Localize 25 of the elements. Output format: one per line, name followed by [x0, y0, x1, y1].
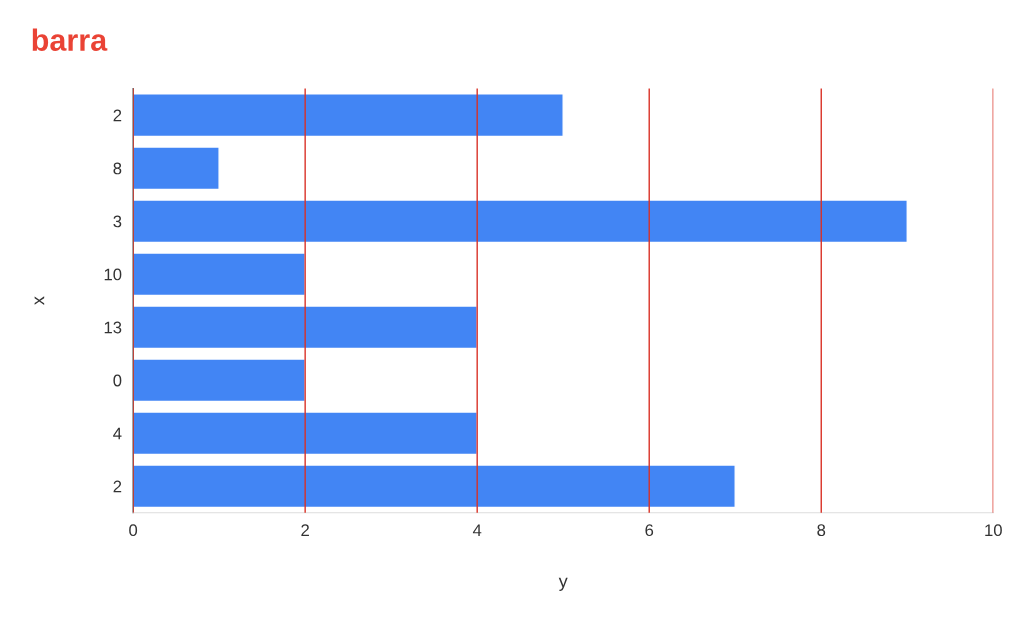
- bar: [133, 146, 220, 191]
- y-tick-label: 4: [113, 427, 122, 440]
- x-tick-label: 6: [645, 524, 654, 537]
- y-tick-label: 3: [113, 215, 122, 228]
- y-tick-label: 8: [113, 162, 122, 175]
- y-tick-label: 2: [113, 480, 122, 493]
- x-tick-label: 4: [472, 524, 482, 536]
- bar: [133, 199, 908, 244]
- bar: [133, 305, 478, 350]
- y-tick-label: 10: [104, 268, 122, 281]
- bar: [133, 358, 306, 403]
- y-tick-label: 2: [113, 109, 122, 122]
- y-tick-label: 0: [113, 374, 122, 387]
- x-tick-label: 0: [129, 524, 138, 537]
- x-tick-label: 8: [817, 524, 826, 537]
- y-tick-label: 13: [104, 321, 122, 334]
- y-axis-title: x: [34, 296, 45, 305]
- bar: [133, 464, 736, 509]
- bar: [133, 93, 564, 138]
- x-tick-label: 2: [301, 524, 309, 536]
- chart-title: barra: [32, 28, 108, 51]
- x-axis-title: y: [558, 577, 568, 591]
- x-tick-label: 10: [985, 524, 1002, 537]
- bar: [133, 411, 478, 456]
- bar: [133, 252, 306, 297]
